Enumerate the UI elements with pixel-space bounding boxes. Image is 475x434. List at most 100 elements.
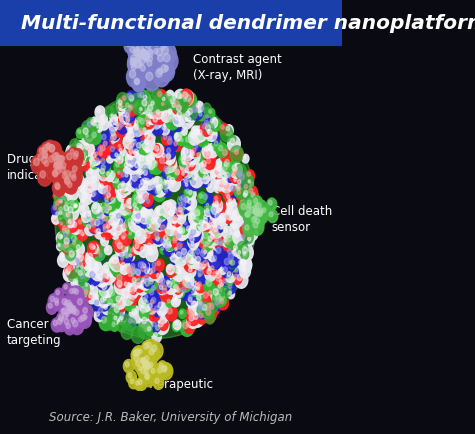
Circle shape: [162, 97, 165, 101]
Circle shape: [151, 101, 154, 105]
Circle shape: [66, 312, 69, 316]
Circle shape: [247, 237, 251, 241]
Circle shape: [254, 209, 259, 215]
Circle shape: [118, 171, 120, 174]
Circle shape: [116, 158, 124, 168]
Circle shape: [62, 299, 67, 305]
Circle shape: [141, 358, 146, 365]
Circle shape: [167, 159, 171, 165]
Circle shape: [194, 209, 199, 215]
Circle shape: [130, 287, 135, 294]
Circle shape: [225, 160, 229, 165]
Circle shape: [186, 252, 195, 264]
Circle shape: [191, 290, 194, 294]
Circle shape: [142, 127, 149, 135]
Circle shape: [191, 132, 195, 138]
Circle shape: [136, 279, 141, 285]
Circle shape: [191, 213, 195, 218]
Circle shape: [68, 168, 79, 183]
Circle shape: [60, 167, 65, 173]
Circle shape: [237, 249, 244, 259]
Circle shape: [174, 101, 180, 107]
Circle shape: [102, 175, 105, 180]
Circle shape: [120, 253, 123, 256]
Circle shape: [209, 301, 218, 313]
Circle shape: [162, 233, 173, 248]
Circle shape: [205, 120, 208, 125]
Circle shape: [186, 112, 190, 116]
Circle shape: [53, 320, 57, 326]
Circle shape: [206, 128, 213, 137]
Circle shape: [62, 172, 68, 179]
Circle shape: [188, 172, 194, 180]
Circle shape: [183, 281, 187, 286]
Circle shape: [71, 236, 76, 242]
Circle shape: [186, 307, 197, 322]
Circle shape: [237, 246, 244, 254]
Circle shape: [187, 309, 200, 326]
Circle shape: [130, 174, 142, 188]
Circle shape: [142, 361, 153, 375]
Circle shape: [57, 243, 63, 250]
Circle shape: [158, 68, 162, 74]
Circle shape: [98, 182, 107, 194]
Circle shape: [252, 210, 255, 215]
Circle shape: [241, 172, 251, 184]
Circle shape: [146, 157, 150, 161]
Circle shape: [136, 270, 141, 275]
Circle shape: [151, 299, 154, 304]
Circle shape: [158, 320, 163, 327]
Circle shape: [174, 249, 187, 266]
Circle shape: [163, 112, 167, 117]
Circle shape: [182, 207, 184, 210]
Text: Cell death
sensor: Cell death sensor: [272, 205, 332, 233]
Circle shape: [175, 109, 187, 124]
Circle shape: [183, 194, 194, 209]
Circle shape: [66, 179, 77, 194]
Circle shape: [44, 153, 48, 159]
Circle shape: [238, 180, 241, 184]
Circle shape: [71, 154, 84, 171]
Circle shape: [205, 156, 215, 170]
Circle shape: [122, 246, 126, 251]
Circle shape: [110, 146, 114, 151]
Circle shape: [42, 156, 48, 164]
Circle shape: [65, 299, 79, 316]
Circle shape: [173, 297, 176, 302]
Circle shape: [59, 211, 62, 214]
Circle shape: [253, 222, 258, 228]
Circle shape: [180, 89, 192, 105]
Circle shape: [116, 216, 128, 232]
Circle shape: [42, 158, 54, 173]
Circle shape: [172, 321, 180, 332]
Circle shape: [140, 97, 153, 114]
Circle shape: [112, 323, 115, 327]
Circle shape: [188, 151, 197, 162]
Circle shape: [252, 206, 266, 223]
Circle shape: [110, 212, 114, 218]
Circle shape: [179, 309, 186, 318]
Circle shape: [133, 157, 139, 165]
Circle shape: [198, 223, 200, 226]
Circle shape: [218, 274, 221, 279]
Circle shape: [132, 31, 144, 47]
Circle shape: [219, 266, 226, 275]
Circle shape: [162, 133, 171, 145]
Circle shape: [206, 280, 211, 286]
Circle shape: [217, 273, 225, 283]
Circle shape: [192, 215, 196, 220]
Circle shape: [128, 128, 133, 134]
Circle shape: [141, 176, 151, 189]
Circle shape: [84, 289, 88, 294]
Circle shape: [162, 125, 172, 139]
Circle shape: [97, 206, 102, 212]
Circle shape: [64, 321, 76, 335]
Circle shape: [48, 156, 54, 162]
Circle shape: [141, 297, 154, 313]
Circle shape: [75, 204, 77, 207]
Circle shape: [222, 178, 228, 185]
Circle shape: [81, 120, 95, 138]
Circle shape: [119, 170, 129, 183]
Circle shape: [189, 221, 201, 237]
Circle shape: [238, 256, 252, 273]
